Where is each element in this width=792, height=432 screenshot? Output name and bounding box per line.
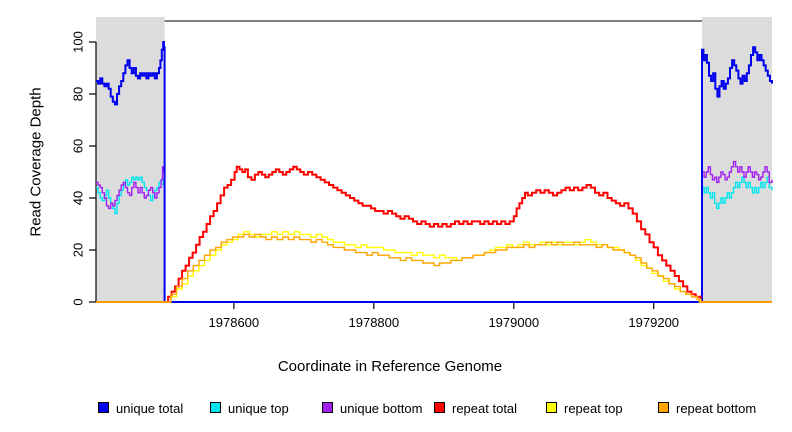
- y-tick-label: 0: [70, 298, 86, 306]
- legend-swatch: [658, 402, 669, 413]
- x-tick-label: 1979200: [628, 315, 680, 330]
- x-tick-label: 1979000: [488, 315, 540, 330]
- series-repeat-total: [96, 165, 772, 303]
- y-axis-title: Read Coverage Depth: [27, 87, 45, 237]
- legend-label: unique bottom: [340, 401, 423, 416]
- x-tick-label: 1978600: [208, 315, 260, 330]
- y-tick-label: 20: [70, 242, 86, 258]
- legend-swatch: [434, 402, 445, 413]
- series-repeat-bottom: [96, 233, 772, 303]
- legend-label: unique top: [228, 401, 289, 416]
- legend-label: repeat top: [564, 401, 623, 416]
- y-tick-label: 100: [70, 31, 86, 53]
- legend-swatch: [322, 402, 333, 413]
- y-tick-label: 40: [70, 190, 86, 206]
- y-tick-label: 60: [70, 138, 86, 154]
- legend-swatch: [98, 402, 109, 413]
- series-unique-bottom: [96, 160, 773, 303]
- y-tick-label: 80: [70, 86, 86, 102]
- legend-swatch: [210, 402, 221, 413]
- series-unique-total: [96, 41, 773, 303]
- legend-swatch: [546, 402, 557, 413]
- legend-label: unique total: [116, 401, 184, 416]
- legend-label: repeat total: [452, 401, 518, 416]
- legend-label: repeat bottom: [676, 401, 757, 416]
- x-tick-label: 1978800: [348, 315, 400, 330]
- x-axis-title: Coordinate in Reference Genome: [277, 358, 503, 375]
